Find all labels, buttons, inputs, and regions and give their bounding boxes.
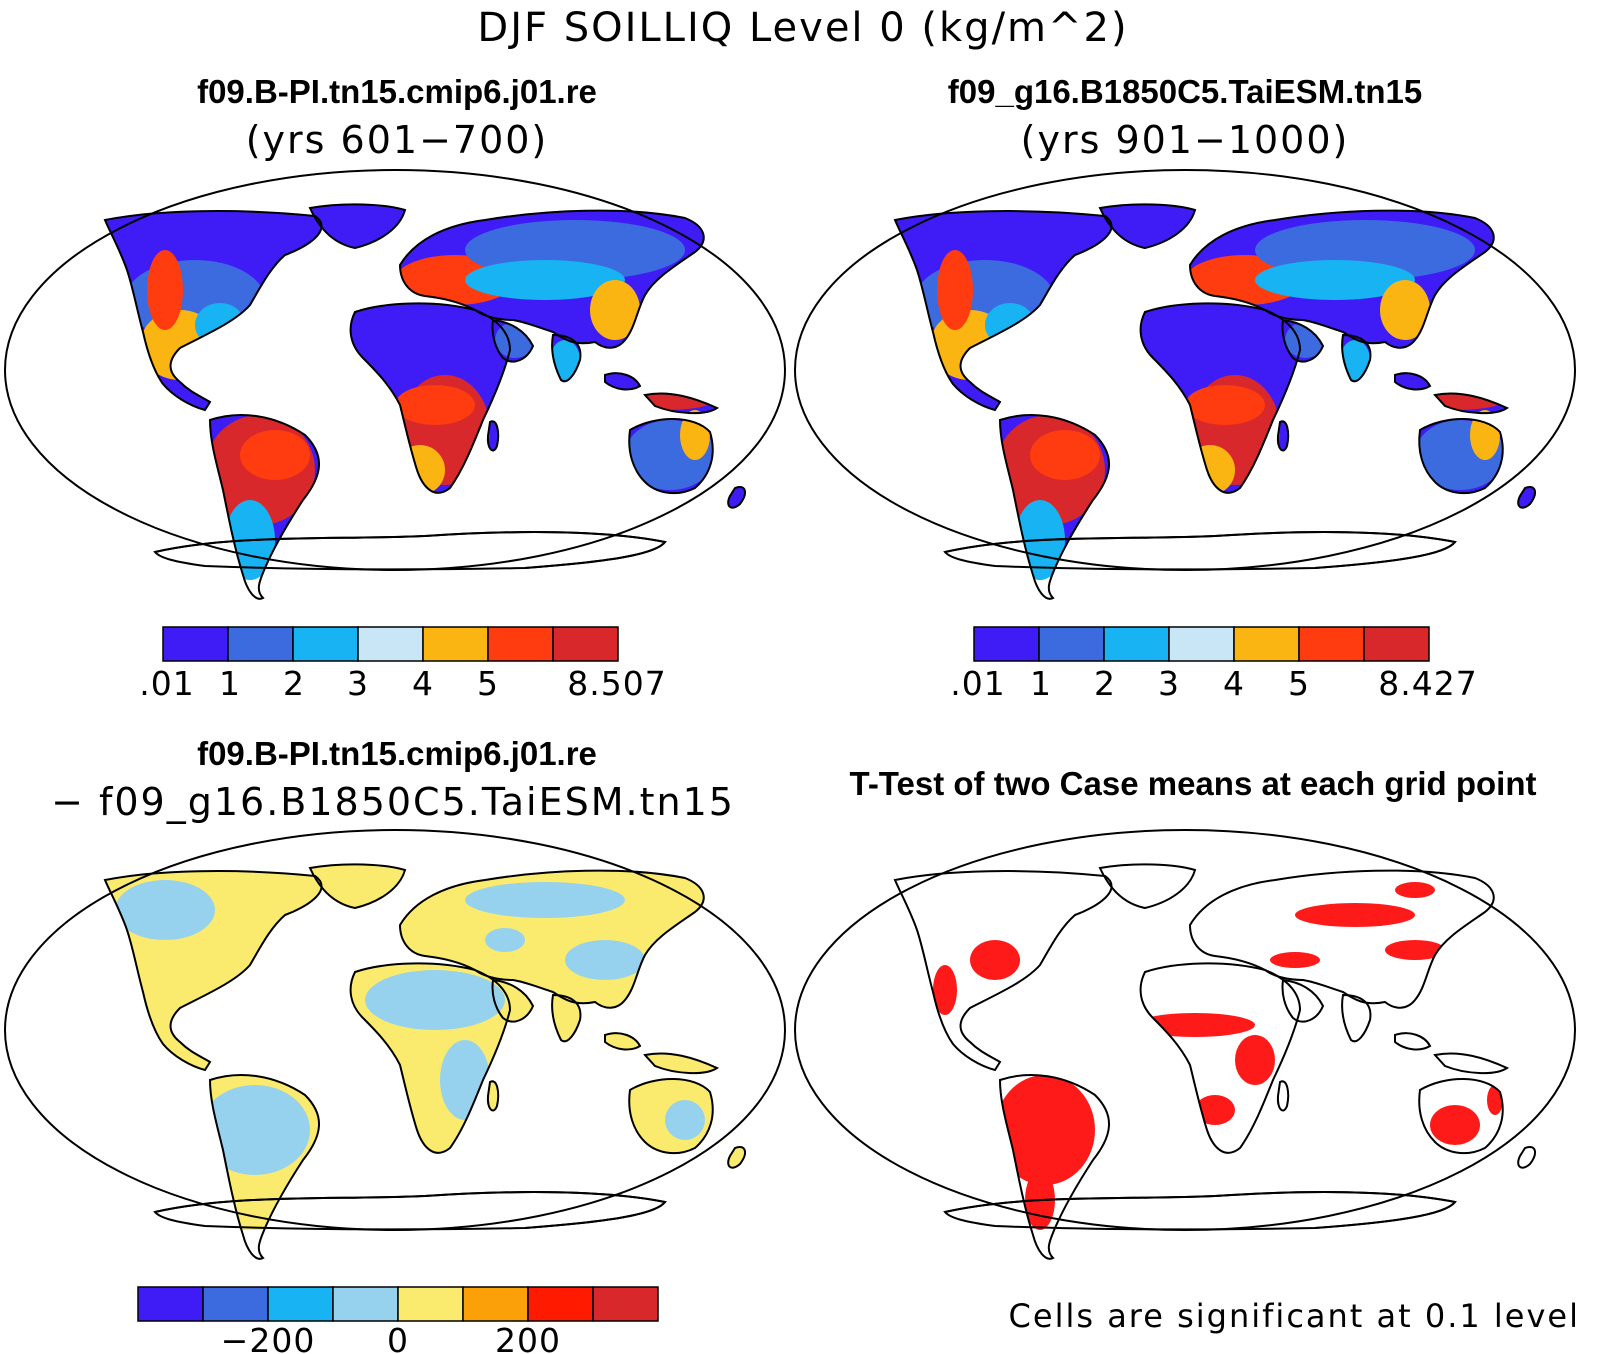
colorbar-tick-label: 3 [347, 664, 369, 703]
panel-title-minus-case: − f09_g16.B1850C5.TaiESM.tn15 [51, 780, 735, 824]
panel-title-ttest: T-Test of two Case means at each grid po… [849, 765, 1536, 802]
colorbar-swatch [487, 626, 554, 662]
colorbar-tick-label: .01 [950, 664, 1005, 703]
colorbar-tick-label: 1 [219, 664, 241, 703]
colorbar-tick-label: 3 [1158, 664, 1180, 703]
colorbar-swatch [292, 626, 359, 662]
colorbar-tick-label: 5 [1288, 664, 1310, 703]
colorbar-swatch [1168, 626, 1235, 662]
panel-title-case: f09.B-PI.tn15.cmip6.j01.re [197, 73, 597, 110]
colorbar-swatch [357, 626, 424, 662]
colorbar-tick-label: 8.507 [567, 664, 666, 703]
panel-title-years: (yrs 901−1000) [1021, 118, 1350, 162]
colorbar-swatch [1233, 626, 1300, 662]
panel-ttest: T-Test of two Case means at each grid po… [794, 765, 1580, 1335]
colorbar-tick-label: 5 [477, 664, 499, 703]
colorbar-swatch [162, 626, 229, 662]
panel-title-case: f09.B-PI.tn15.cmip6.j01.re [197, 735, 597, 772]
colorbar-tick-label: 4 [412, 664, 434, 703]
panel-difference: f09.B-PI.tn15.cmip6.j01.re − f09_g16.B18… [4, 735, 786, 1354]
map-difference [4, 829, 786, 1260]
colorbar-case2: .01 1 2 3 4 5 8.427 [950, 626, 1477, 703]
colorbar-swatch [552, 626, 619, 662]
colorbar-swatch [1298, 626, 1365, 662]
significance-note: Cells are significant at 0.1 level [1009, 1297, 1580, 1335]
colorbar-swatch [332, 1286, 399, 1322]
colorbar-tick-label: 0 [387, 1321, 409, 1354]
panel-case2: f09_g16.B1850C5.TaiESM.tn15 (yrs 901−100… [794, 73, 1576, 703]
colorbar-tick-label: 4 [1223, 664, 1245, 703]
colorbar-case1: .01 1 2 3 4 5 8.507 [139, 626, 666, 703]
colorbar-swatch [202, 1286, 269, 1322]
colorbar-swatch [227, 626, 294, 662]
map-ttest [794, 829, 1576, 1260]
colorbar-swatch [397, 1286, 464, 1322]
colorbar-swatch [1038, 626, 1105, 662]
colorbar-tick-label: 200 [495, 1321, 561, 1354]
globe-outline [4, 169, 786, 571]
colorbar-tick-label: 2 [1094, 664, 1116, 703]
colorbar-swatch [527, 1286, 594, 1322]
panel-case1: f09.B-PI.tn15.cmip6.j01.re (yrs 601−700)… [4, 73, 786, 703]
colorbar-tick-label: 8.427 [1378, 664, 1477, 703]
colorbar-difference: −200 0 200 [137, 1286, 659, 1354]
colorbar-swatch [1363, 626, 1430, 662]
colorbar-tick-label: .01 [139, 664, 194, 703]
panel-title-case: f09_g16.B1850C5.TaiESM.tn15 [948, 73, 1422, 110]
colorbar-swatch [462, 1286, 529, 1322]
colorbar-swatch [1103, 626, 1170, 662]
colorbar-tick-label: 1 [1030, 664, 1052, 703]
globe-outline [794, 829, 1576, 1231]
globe-outline [4, 829, 786, 1231]
colorbar-swatch [267, 1286, 334, 1322]
panel-title-years: (yrs 601−700) [246, 118, 549, 162]
globe-outline [794, 169, 1576, 571]
map-case1 [4, 169, 786, 600]
colorbar-swatch [592, 1286, 659, 1322]
colorbar-swatch [973, 626, 1040, 662]
figure-title: DJF SOILLIQ Level 0 (kg/m^2) [477, 5, 1128, 51]
colorbar-tick-label: 2 [283, 664, 305, 703]
colorbar-swatch [422, 626, 489, 662]
colorbar-tick-label: −200 [221, 1321, 316, 1354]
map-case2 [794, 169, 1576, 600]
colorbar-swatch [137, 1286, 204, 1322]
